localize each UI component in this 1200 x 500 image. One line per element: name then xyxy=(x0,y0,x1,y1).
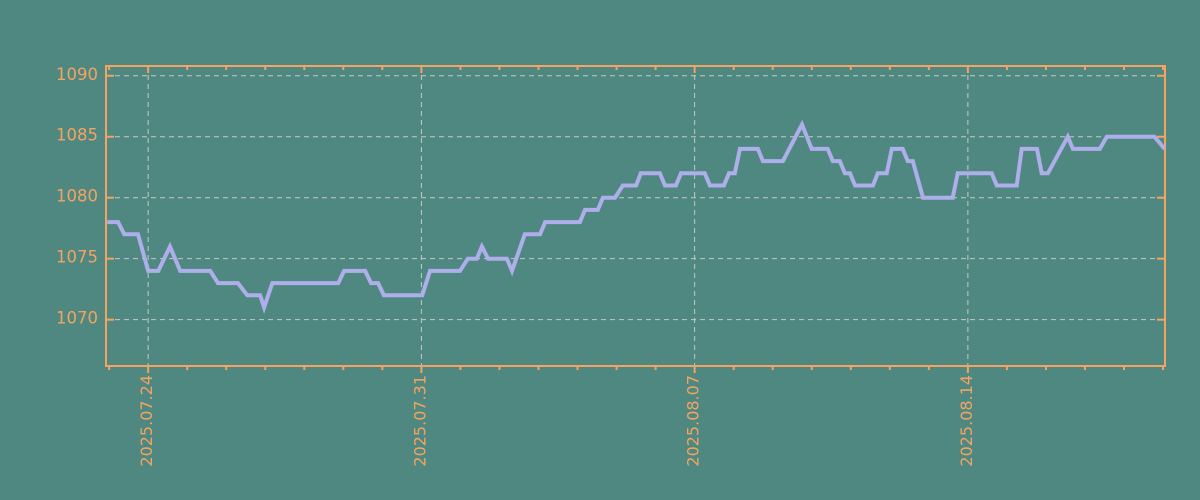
y-axis-tick-label: 1070 xyxy=(56,309,98,328)
x-axis-tick-label: 2025.07.31 xyxy=(410,375,429,467)
y-axis-tick-label: 1085 xyxy=(56,126,98,145)
x-axis-tick-label: 2025.08.14 xyxy=(957,375,976,467)
y-axis-tick-label: 1075 xyxy=(56,248,98,267)
y-axis-tick-label: 1080 xyxy=(56,187,98,206)
data-line xyxy=(107,119,1167,314)
plot-frame xyxy=(105,65,1166,367)
y-axis-tick-label: 1090 xyxy=(56,65,98,84)
x-axis-tick-label: 2025.07.24 xyxy=(137,375,156,467)
x-axis-tick-label: 2025.08.07 xyxy=(684,375,703,467)
